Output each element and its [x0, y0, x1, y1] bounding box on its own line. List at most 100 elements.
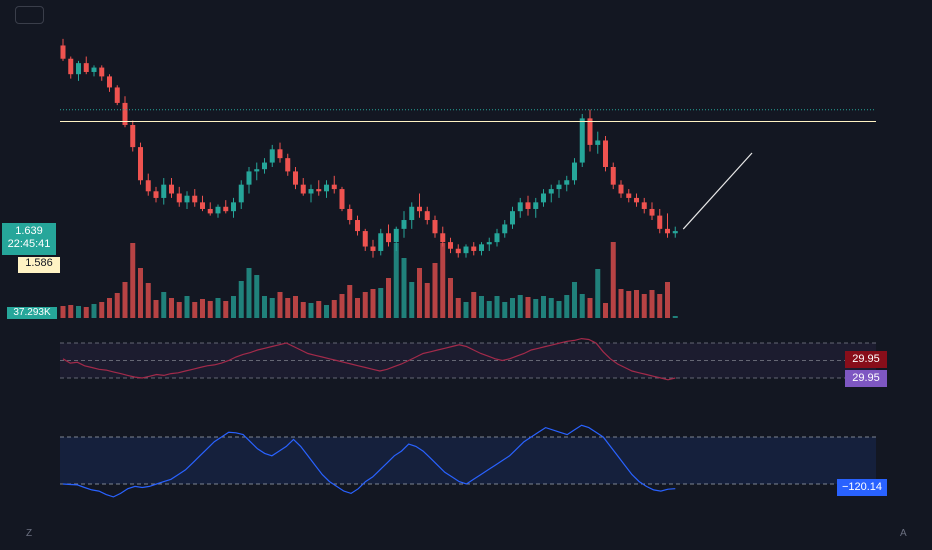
candle-body	[417, 206, 422, 212]
volume-bar	[533, 299, 539, 318]
volume-bar	[572, 282, 577, 318]
candle-body	[300, 184, 306, 194]
corner-label-right[interactable]: A	[900, 528, 907, 539]
volume-bar	[293, 296, 298, 318]
drawings	[60, 109, 876, 230]
candle-body	[316, 189, 322, 192]
candle-body	[572, 162, 577, 181]
cci-line	[62, 424, 676, 498]
candle-body	[463, 246, 469, 254]
volume-bar	[657, 294, 663, 318]
volume-bar	[370, 289, 376, 318]
volume-bar	[649, 290, 655, 318]
candle-body	[448, 242, 453, 249]
volume-bar	[347, 285, 353, 318]
volume-bar	[448, 278, 453, 318]
volume-bar	[626, 291, 632, 318]
cci-band-fill	[60, 437, 876, 484]
candle-body	[665, 228, 670, 234]
candle-body	[114, 87, 120, 103]
volume-value-tag: 37.293K	[7, 307, 57, 319]
chart-toolbar-icon[interactable]	[15, 6, 44, 24]
volume-bar	[401, 258, 407, 318]
rsi-value-tag-b: 29.95	[845, 370, 887, 387]
candle-body	[331, 184, 337, 190]
candle-body	[432, 220, 438, 234]
candle-body	[440, 233, 446, 243]
candle-body	[99, 67, 105, 77]
candle-body	[231, 202, 236, 212]
volume-bar	[579, 294, 585, 318]
volume-bar	[145, 283, 151, 318]
candle-body	[169, 184, 174, 194]
candle-body	[510, 211, 515, 225]
candle-body	[293, 171, 298, 185]
volume-bar	[548, 298, 554, 318]
volume-bar	[207, 301, 213, 318]
candle-body	[355, 220, 360, 232]
candle-body	[207, 208, 213, 214]
volume-bar	[587, 298, 593, 318]
volume-bar	[393, 243, 399, 318]
candle-body	[595, 140, 601, 145]
volume-bar	[192, 302, 198, 318]
candle-body	[347, 208, 353, 221]
candle-body	[339, 189, 345, 209]
volume-bar	[285, 298, 291, 318]
cci-value-tag: −120.14	[837, 479, 887, 496]
candle-body	[362, 231, 368, 247]
volume-bar	[246, 268, 252, 318]
volume-bar	[91, 304, 97, 318]
volume-bar	[525, 297, 531, 318]
volume-bar	[215, 298, 221, 318]
volume-bar	[603, 303, 608, 318]
candle-body	[672, 231, 678, 234]
candle-body	[122, 102, 128, 126]
volume-bar	[486, 301, 492, 318]
cci-panel	[60, 424, 876, 498]
candle-body	[393, 228, 399, 243]
volume-bar	[510, 298, 515, 318]
rsi-panel	[60, 337, 876, 381]
candle-body	[471, 246, 477, 251]
volume-bar	[308, 303, 314, 318]
candle-body	[324, 184, 329, 192]
candle-body	[76, 63, 81, 75]
volume-bar	[130, 243, 136, 318]
candle-body	[502, 224, 508, 234]
corner-label-left[interactable]: Z	[26, 528, 33, 539]
volume-bar	[432, 263, 438, 318]
volume-bar	[672, 316, 678, 318]
volume-bar	[68, 305, 74, 318]
candle-body	[525, 202, 531, 209]
last-price-value: 1.639	[15, 225, 43, 237]
volume-bar	[76, 306, 81, 318]
volume-bar	[153, 300, 159, 318]
volume-bar	[641, 294, 647, 318]
candle-body	[548, 189, 554, 194]
candle-body	[494, 233, 500, 243]
candle-body	[262, 162, 267, 170]
volume-bar	[610, 242, 616, 318]
volume-bar	[262, 296, 267, 318]
candle-body	[634, 197, 639, 203]
candle-body	[161, 184, 167, 198]
candle-body	[424, 211, 430, 221]
level-price-tag: 1.586	[18, 257, 60, 273]
volume-bar	[424, 283, 430, 318]
candle-body	[138, 147, 143, 181]
candle-body	[269, 149, 275, 163]
volume-bar	[471, 292, 477, 318]
candle-body	[556, 184, 562, 190]
volume-bar	[114, 293, 120, 318]
candle-body	[370, 246, 376, 251]
volume-bar	[541, 296, 546, 318]
candle-body	[130, 125, 136, 148]
volume-bar	[556, 301, 562, 318]
volume-bar	[665, 282, 670, 318]
countdown-timer: 22:45:41	[7, 238, 51, 250]
candle-body	[657, 215, 663, 229]
volume-bar	[99, 302, 105, 318]
